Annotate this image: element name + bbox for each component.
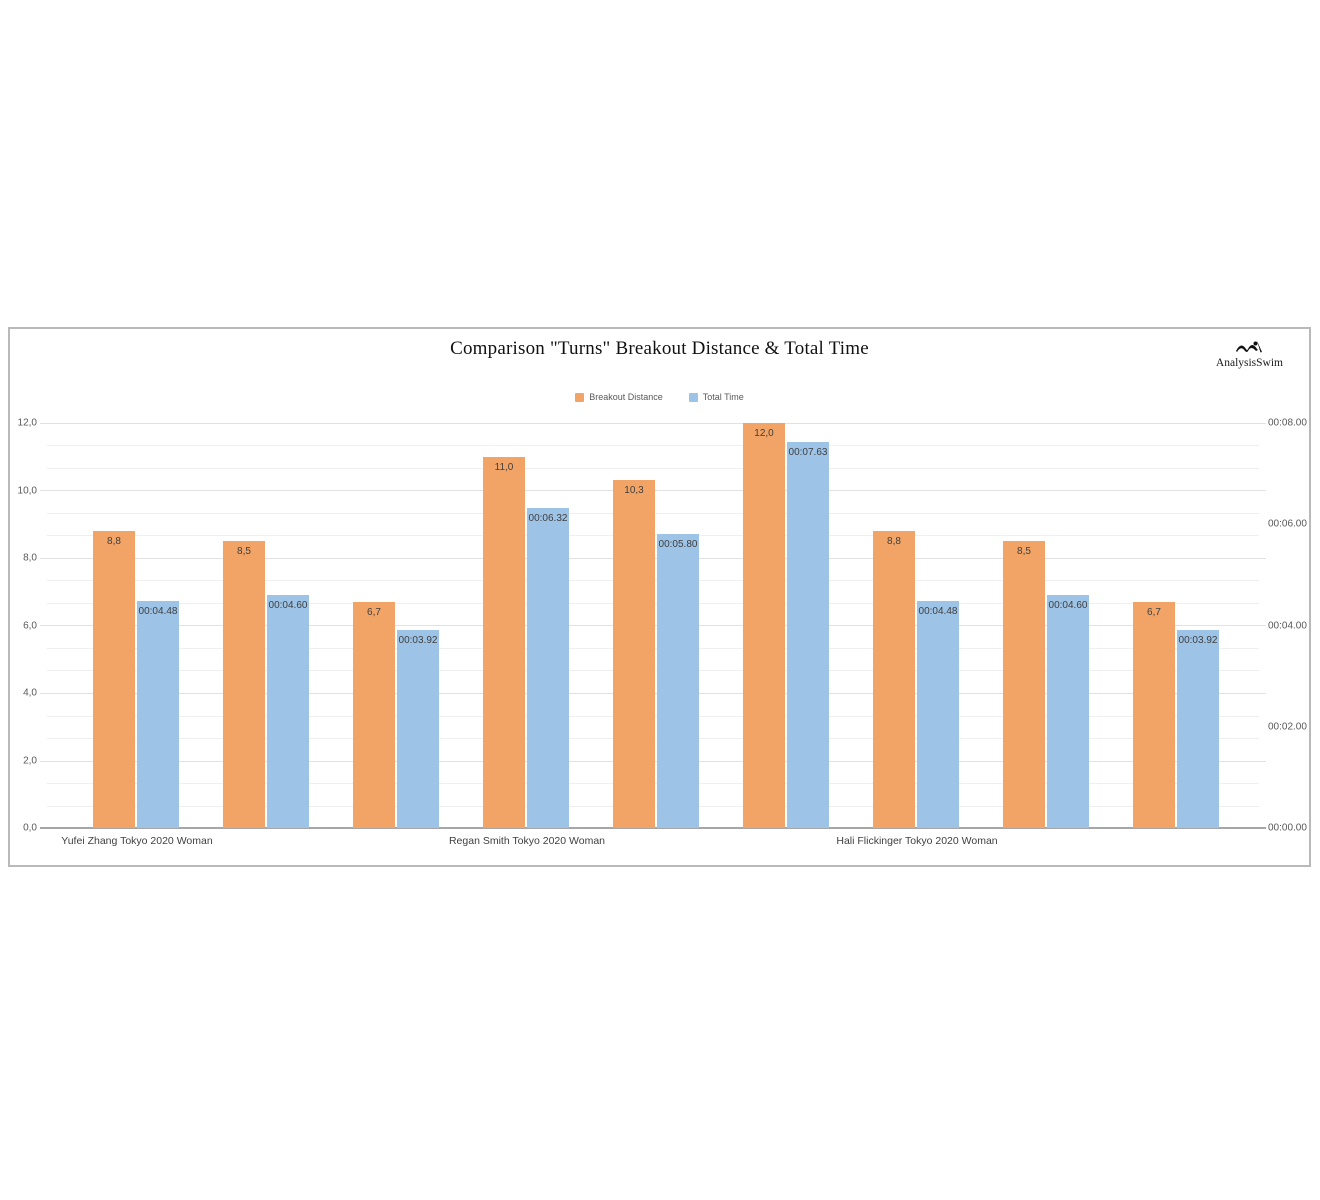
right-axis-tick-label: 00:02.00 <box>1268 721 1307 733</box>
bar-total-time[interactable] <box>137 601 179 828</box>
x-axis-line <box>40 827 1266 829</box>
bar-breakout-distance[interactable] <box>93 531 135 828</box>
brand-name: AnalysisSwim <box>1215 357 1283 369</box>
bar-breakout-distance[interactable] <box>613 480 655 828</box>
bar-breakout-distance[interactable] <box>1133 601 1175 828</box>
right-axis-tick-label: 00:08.00 <box>1268 417 1307 429</box>
bar-total-time[interactable] <box>527 508 569 828</box>
bar-total-time[interactable] <box>1047 595 1089 828</box>
left-axis-tick-label: 10,0 <box>17 485 37 496</box>
left-axis-tick-label: 0,0 <box>23 822 37 834</box>
right-axis-tick-label: 00:06.00 <box>1268 518 1307 530</box>
chart-legend: Breakout Distance Total Time <box>10 392 1309 402</box>
bar-value-label: 00:05.80 <box>658 539 698 551</box>
left-axis-tick-label: 8,0 <box>23 552 37 564</box>
right-axis-tick-label: 00:04.00 <box>1268 620 1307 631</box>
bar-value-label: 00:04.60 <box>1048 600 1088 612</box>
category-label: Yufei Zhang Tokyo 2020 Woman <box>61 835 213 847</box>
bar-value-label: 10,3 <box>624 485 644 497</box>
chart-panel: Comparison "Turns" Breakout Distance & T… <box>8 327 1311 867</box>
left-axis-tick-label: 12,0 <box>17 417 37 429</box>
bar-value-label: 11,0 <box>494 461 514 473</box>
bar-breakout-distance[interactable] <box>483 456 525 828</box>
bar-value-label: 8,5 <box>237 546 251 558</box>
bar-breakout-distance[interactable] <box>353 601 395 828</box>
bar-value-label: 8,8 <box>107 536 121 547</box>
swimmer-icon <box>1236 341 1263 353</box>
bar-breakout-distance[interactable] <box>873 531 915 828</box>
minor-gridline <box>47 467 1259 469</box>
bar-total-time[interactable] <box>397 629 439 828</box>
bar-value-label: 00:03.92 <box>398 634 438 646</box>
legend-swatch-breakout-distance <box>575 392 585 402</box>
bar-total-time[interactable] <box>657 534 699 828</box>
brand-logo: AnalysisSwim <box>1216 340 1283 371</box>
legend-label: Total Time <box>702 392 744 402</box>
right-axis-tick-label: 00:00.00 <box>1268 822 1307 834</box>
legend-label: Breakout Distance <box>589 392 663 402</box>
legend-item-total-time[interactable]: Total Time <box>688 392 744 402</box>
bar-breakout-distance[interactable] <box>1003 541 1045 828</box>
bar-value-label: 12,0 <box>754 428 774 439</box>
major-gridline <box>40 423 1266 424</box>
bar-value-label: 00:04.60 <box>268 600 308 612</box>
bar-breakout-distance[interactable] <box>743 423 785 828</box>
minor-gridline <box>47 445 1259 447</box>
bar-total-time[interactable] <box>267 595 309 828</box>
chart-title: Comparison "Turns" Breakout Distance & T… <box>450 338 869 359</box>
bar-value-label: 00:04.48 <box>918 606 958 618</box>
bar-value-label: 6,7 <box>1147 606 1161 618</box>
bar-total-time[interactable] <box>917 601 959 828</box>
legend-item-breakout-distance[interactable]: Breakout Distance <box>575 392 663 402</box>
bar-value-label: 8,5 <box>1017 546 1031 558</box>
plot-area: 0,0 2,0 4,0 6,0 8,0 10,0 12,0 00:00.00 00:02.00 0… <box>18 418 1307 848</box>
bar-value-label: 8,8 <box>887 536 901 547</box>
bar-total-time[interactable] <box>787 441 829 828</box>
category-label: Regan Smith Tokyo 2020 Woman <box>448 835 606 847</box>
bar-breakout-distance[interactable] <box>223 541 265 828</box>
bar-value-label: 6,7 <box>367 606 381 618</box>
bar-value-label: 00:06.32 <box>528 513 568 525</box>
left-axis-tick-label: 6,0 <box>23 620 37 631</box>
left-axis-tick-label: 2,0 <box>23 755 37 766</box>
category-label: Hali Flickinger Tokyo 2020 Woman <box>836 835 998 847</box>
bar-value-label: 00:03.92 <box>1178 634 1218 646</box>
bar-value-label: 00:07.63 <box>788 446 828 458</box>
bar-value-label: 00:04.48 <box>138 606 178 618</box>
legend-swatch-total-time <box>688 392 698 402</box>
left-axis-tick-label: 4,0 <box>23 687 37 699</box>
bar-total-time[interactable] <box>1177 629 1219 828</box>
